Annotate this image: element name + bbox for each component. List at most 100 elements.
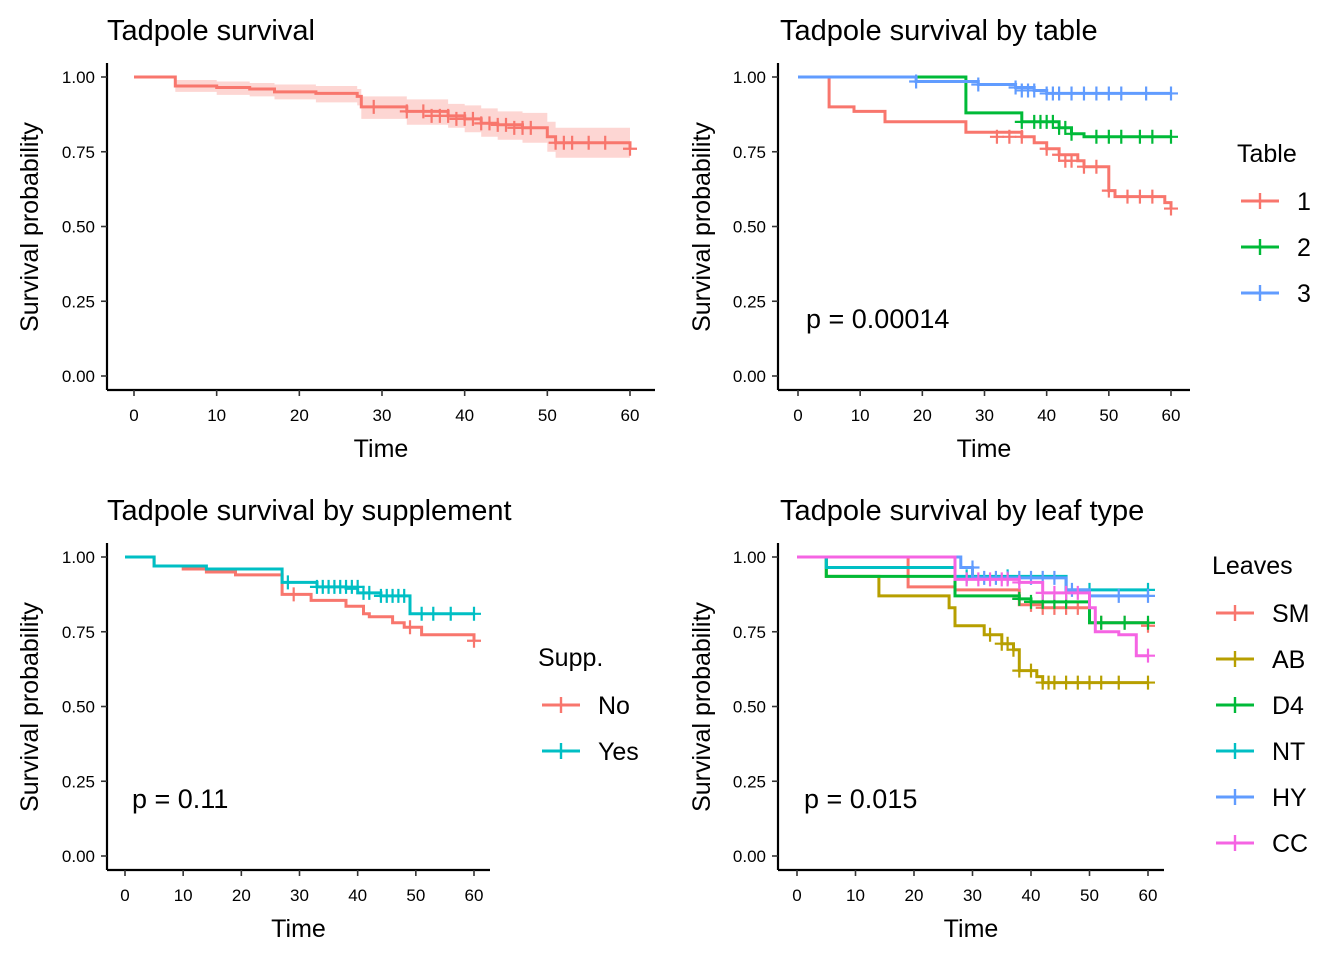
- x-tick-label: 60: [621, 406, 640, 425]
- censor-mark: [1000, 572, 1015, 587]
- legend-item-label: No: [598, 692, 630, 720]
- series-1: [798, 75, 1178, 216]
- censor-mark: [1070, 585, 1085, 600]
- censor-mark: [1024, 594, 1038, 609]
- x-tick-label: 10: [851, 406, 870, 425]
- survival-curve: [798, 75, 1173, 209]
- legend: Supp. No Yes: [538, 644, 639, 766]
- x-tick-label: 20: [905, 886, 924, 905]
- censor-mark: [1052, 86, 1067, 101]
- x-tick-label: 0: [129, 406, 138, 425]
- censor-mark: [1139, 86, 1154, 101]
- legend-item-label: 1: [1297, 188, 1311, 216]
- panel-3: Tadpole survival by supplement 0 10 20 30 40 5…: [16, 495, 639, 943]
- censor-mark: [366, 99, 381, 114]
- censor-mark: [623, 141, 637, 156]
- y-tick-label: 0.75: [733, 143, 766, 162]
- series-3: [798, 74, 1178, 101]
- y-axis-label: Survival probability: [688, 122, 716, 332]
- x-tick-label: 20: [290, 406, 309, 425]
- panel-1: Tadpole survival 0 10 20 30 40 50 60 0.00 0.25 0.5…: [16, 15, 655, 463]
- x-tick-label: 50: [1099, 406, 1118, 425]
- censor-mark: [1076, 159, 1091, 174]
- censor-mark: [1035, 585, 1050, 600]
- legend-item-label: CC: [1272, 830, 1308, 858]
- legend-swatch-cross: [553, 697, 569, 713]
- legend-item-label: Yes: [598, 738, 639, 766]
- legend-swatch-cross: [1227, 697, 1243, 713]
- censor-mark: [499, 117, 513, 132]
- x-tick-label: 60: [1162, 406, 1181, 425]
- x-axis-label: Time: [944, 915, 999, 943]
- censor-mark: [1145, 129, 1160, 144]
- legend-item-label: NT: [1272, 738, 1305, 766]
- censor-mark: [1120, 189, 1135, 204]
- censor-mark: [1094, 675, 1109, 690]
- censor-mark: [1101, 86, 1116, 101]
- y-tick-label: 0.50: [62, 218, 95, 237]
- censor-mark: [1101, 129, 1116, 144]
- censor-mark: [1141, 615, 1155, 630]
- panel-title: Tadpole survival by table: [780, 15, 1098, 47]
- p-value: p = 0.015: [804, 784, 917, 814]
- series-Yes: [125, 555, 481, 621]
- legend-item-label: SM: [1272, 600, 1310, 628]
- x-tick-label: 30: [290, 886, 309, 905]
- x-tick-label: 0: [793, 406, 802, 425]
- series-CC: [797, 555, 1155, 663]
- legend-item-label: AB: [1272, 646, 1305, 674]
- x-tick-label: 20: [913, 406, 932, 425]
- censor-mark: [1059, 675, 1074, 690]
- legend-title: Supp.: [538, 644, 603, 672]
- censor-mark: [598, 135, 613, 150]
- censor-mark: [1114, 129, 1129, 144]
- censor-mark: [1132, 189, 1147, 204]
- legend-title: Table: [1237, 140, 1297, 168]
- censor-mark: [1117, 615, 1132, 630]
- legend-swatch-cross: [1252, 239, 1268, 255]
- censor-mark: [983, 627, 998, 642]
- y-tick-label: 1.00: [62, 68, 95, 87]
- censor-mark: [443, 606, 458, 621]
- p-value: p = 0.11: [132, 784, 228, 814]
- y-tick-label: 0.25: [62, 292, 95, 311]
- censor-mark: [1014, 114, 1029, 129]
- y-tick-label: 0.25: [733, 292, 766, 311]
- x-axis-label: Time: [957, 435, 1012, 463]
- censor-mark: [909, 74, 924, 89]
- panel-title: Tadpole survival: [107, 15, 315, 47]
- censor-mark: [1047, 675, 1062, 690]
- x-tick-label: 50: [1080, 886, 1099, 905]
- legend-swatch-cross: [1252, 193, 1268, 209]
- panel-title: Tadpole survival by leaf type: [780, 495, 1144, 527]
- y-tick-label: 1.00: [62, 548, 95, 567]
- x-tick-label: 10: [846, 886, 865, 905]
- y-tick-label: 0.25: [62, 772, 95, 791]
- x-tick-label: 60: [465, 886, 484, 905]
- censor-mark: [1089, 159, 1104, 174]
- censor-mark: [467, 633, 481, 648]
- censor-mark: [1164, 129, 1178, 144]
- y-tick-label: 0.50: [62, 698, 95, 717]
- censor-mark: [1012, 663, 1027, 678]
- legend-swatch-cross: [1227, 789, 1243, 805]
- censor-mark: [465, 111, 480, 126]
- censor-mark: [1002, 129, 1017, 144]
- censor-mark: [1164, 201, 1178, 216]
- censor-mark: [1141, 675, 1155, 690]
- censor-mark: [971, 77, 986, 92]
- censor-mark: [1145, 189, 1160, 204]
- x-tick-label: 40: [1022, 886, 1041, 905]
- y-axis-label: Survival probability: [16, 122, 44, 332]
- legend-swatch-cross: [1227, 835, 1243, 851]
- y-tick-label: 0.75: [62, 143, 95, 162]
- x-axis-label: Time: [271, 915, 326, 943]
- censor-mark: [1089, 129, 1104, 144]
- legend-swatch-cross: [553, 743, 569, 759]
- y-tick-label: 1.00: [733, 68, 766, 87]
- panel-4: Tadpole survival by leaf type 0 10 20 30 40 50…: [688, 495, 1310, 943]
- x-tick-label: 40: [348, 886, 367, 905]
- legend-swatch-cross: [1227, 743, 1243, 759]
- censor-mark: [1132, 129, 1147, 144]
